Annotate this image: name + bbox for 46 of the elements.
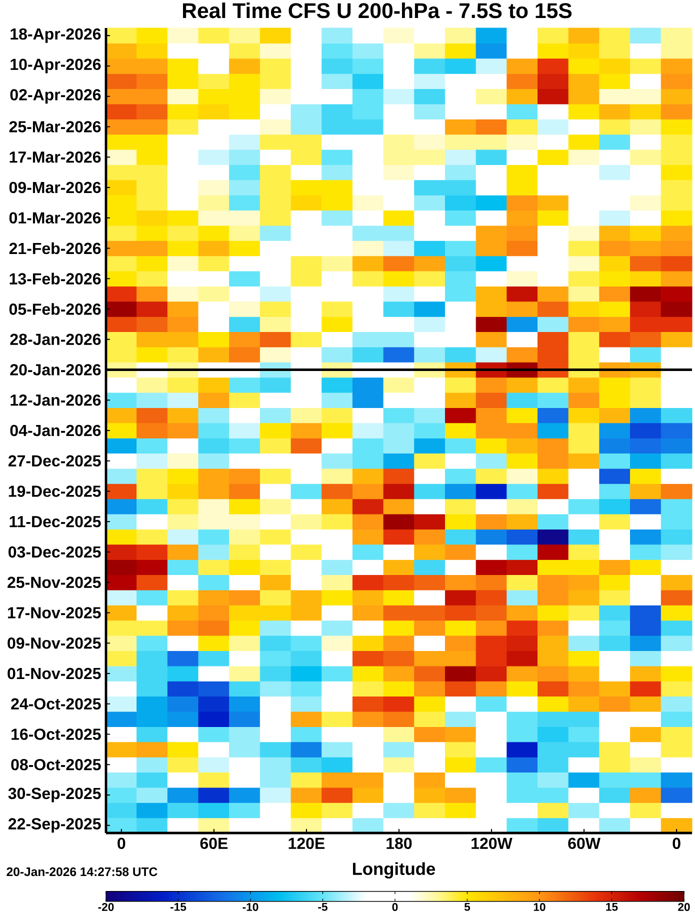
y-tick-label: 19-Dec-2025	[8, 486, 101, 497]
y-tick-label: 25-Mar-2026	[9, 121, 101, 132]
y-tick-label: 03-Dec-2025	[8, 546, 101, 558]
y-tick-label: 25-Nov-2025	[8, 576, 101, 588]
y-tick-label: 10-Apr-2026	[10, 58, 101, 74]
y-tick-label: 04-Jan-2026	[10, 424, 101, 436]
y-tick-label: 21-Feb-2026	[9, 242, 101, 254]
color-bar-label: 15	[606, 902, 618, 911]
y-tick-label: 13-Feb-2026	[10, 272, 101, 285]
color-bar-label: -20	[98, 902, 114, 911]
y-tick-label: 01-Mar-2026	[9, 212, 101, 224]
x-tick-label: 60E	[200, 838, 228, 850]
y-tick-label: 17-Nov-2025	[8, 607, 101, 618]
y-tick-label: 22-Sep-2025	[8, 818, 101, 833]
y-tick-label: 02-Apr-2026	[10, 89, 101, 104]
y-tick-label: 09-Nov-2025	[8, 637, 101, 649]
color-bar-label: 20	[678, 902, 690, 911]
x-tick-label: 0	[118, 838, 126, 850]
y-tick-label: 11-Dec-2025	[10, 516, 101, 528]
y-tick-label: 12-Jan-2026	[10, 394, 101, 406]
color-bar-label: -10	[242, 902, 258, 911]
x-tick-label: 180	[386, 838, 412, 850]
y-tick-label: 18-Apr-2026	[10, 28, 101, 43]
x-tick-label: 120W	[472, 838, 512, 850]
x-axis-title: Longitude	[352, 862, 436, 878]
color-bar-label: 10	[534, 902, 546, 911]
y-tick-label: 17-Mar-2026	[10, 151, 101, 163]
x-tick-label: 60W	[568, 838, 600, 850]
color-bar-label: -5	[318, 902, 328, 911]
y-tick-label: 09-Mar-2026	[9, 182, 101, 194]
y-tick-label: 30-Sep-2025	[8, 788, 101, 802]
color-bar-label: 0	[392, 902, 398, 911]
text: 20-Jan-2026 14:27:58 UTC	[6, 867, 158, 876]
color-bar-label: -15	[170, 902, 186, 911]
x-tick-label: 0	[672, 838, 680, 850]
y-tick-label: 20-Jan-2026	[10, 364, 101, 376]
color-bar-label: 5	[464, 902, 470, 911]
y-tick-label: 05-Feb-2026	[9, 303, 101, 315]
y-tick-label: 01-Nov-2025	[8, 668, 101, 680]
chart-title: Real Time CFS U 200-hPa - 7.5S to 15S	[183, 2, 572, 18]
y-tick-label: 27-Dec-2025	[8, 455, 101, 467]
y-tick-label: 24-Oct-2025	[11, 698, 101, 710]
x-tick-label: 120E	[288, 838, 325, 850]
y-tick-label: 28-Jan-2026	[10, 334, 101, 346]
y-tick-label: 08-Oct-2025	[11, 758, 101, 770]
y-tick-label: 16-Oct-2025	[12, 728, 101, 740]
